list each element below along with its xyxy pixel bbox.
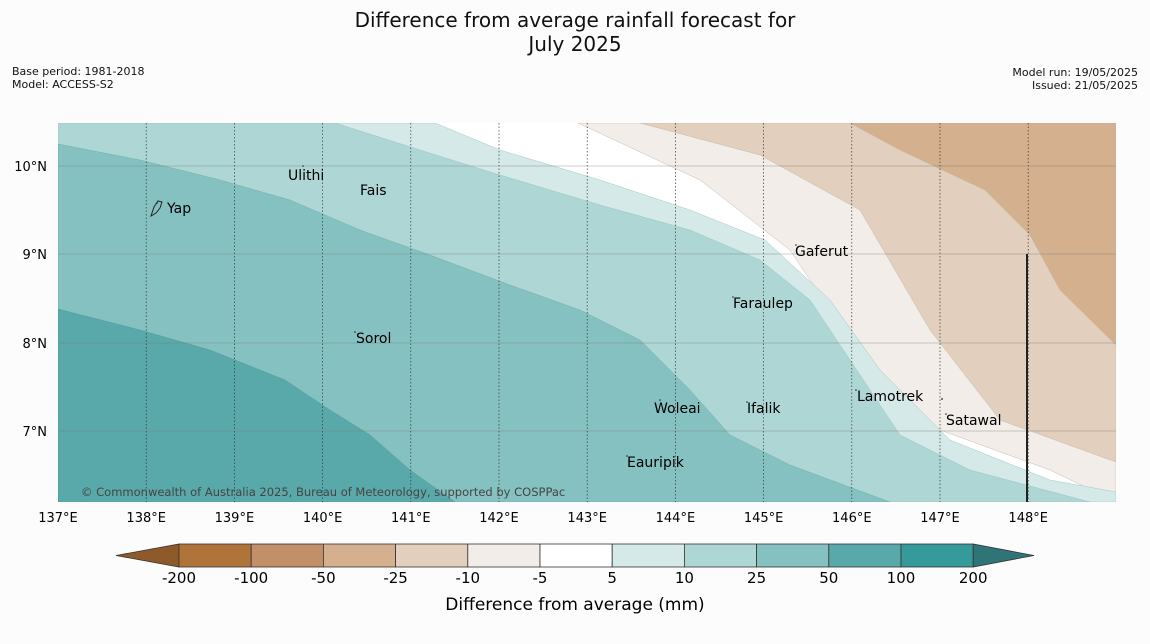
island-dot bbox=[855, 389, 857, 391]
place-label-satawal: Satawal bbox=[946, 413, 1001, 429]
place-label-woleai: Woleai bbox=[654, 401, 701, 417]
place-label-sorol: Sorol bbox=[356, 331, 391, 347]
band-m50-m25 bbox=[849, 123, 1116, 346]
base-period: Base period: 1981-2018 bbox=[12, 65, 145, 78]
colorbar-low-extension bbox=[115, 543, 180, 568]
band-p50-p100 bbox=[58, 308, 456, 502]
colorbar-segment bbox=[178, 543, 252, 568]
colorbar-segment bbox=[250, 543, 324, 568]
island-dot bbox=[659, 399, 661, 401]
island-dot bbox=[746, 401, 748, 403]
colorbar-tick-label: 25 bbox=[747, 569, 766, 587]
run-info: Model run: 19/05/2025 Issued: 21/05/2025 bbox=[1012, 66, 1138, 92]
gridlines bbox=[58, 123, 1116, 502]
colorbar-tick-label: 10 bbox=[675, 569, 694, 587]
place-label-gaferut: Gaferut bbox=[795, 244, 849, 260]
model-run: Model run: 19/05/2025 bbox=[1012, 66, 1138, 79]
colorbar-tick-label: 200 bbox=[959, 569, 988, 587]
longitude-label: 140°E bbox=[303, 511, 343, 526]
island-dot bbox=[732, 296, 734, 298]
island-dot bbox=[945, 413, 947, 415]
colorbar-segment bbox=[322, 543, 396, 568]
colorbar-segment bbox=[467, 543, 541, 568]
colorbar: -200 -100 -50 -25 -10 -5 5 10 25 50 100 200 bbox=[115, 543, 1035, 587]
colorbar-segment bbox=[828, 543, 902, 568]
place-label-ifalik: Ifalik bbox=[747, 401, 781, 417]
longitude-labels: 137°E 138°E 139°E 140°E 141°E 142°E 143°E 144°E… bbox=[38, 511, 1048, 526]
place-label-ulithi: Ulithi bbox=[288, 168, 324, 184]
colorbar-segment bbox=[684, 543, 758, 568]
colorbar-tick-label: -10 bbox=[456, 569, 481, 587]
longitude-label: 147°E bbox=[920, 511, 960, 526]
colorbar-tick-label: -200 bbox=[162, 569, 196, 587]
longitude-label: 144°E bbox=[656, 511, 696, 526]
copyright-credit: © Commonwealth of Australia 2025, Bureau… bbox=[81, 485, 565, 499]
place-label-lamotrek: Lamotrek bbox=[857, 389, 924, 405]
colorbar-tick-label: -25 bbox=[383, 569, 408, 587]
latitude-label: 10°N bbox=[14, 160, 47, 175]
longitude-label: 137°E bbox=[38, 511, 78, 526]
colorbar-tick-label: 100 bbox=[887, 569, 916, 587]
yap-island-outline bbox=[150, 200, 163, 218]
longitude-label: 141°E bbox=[391, 511, 431, 526]
colorbar-tick-label: 50 bbox=[819, 569, 838, 587]
colorbar-title: Difference from average (mm) bbox=[445, 595, 704, 615]
base-info: Base period: 1981-2018 Model: ACCESS-S2 bbox=[12, 65, 144, 91]
longitude-label: 145°E bbox=[744, 511, 784, 526]
island-dot bbox=[361, 184, 363, 186]
place-label-eauripik: Eauripik bbox=[627, 455, 685, 471]
island-dot bbox=[941, 398, 943, 400]
colorbar-high-extension bbox=[972, 543, 1035, 568]
model-name: Model: ACCESS-S2 bbox=[12, 78, 114, 91]
longitude-label: 148°E bbox=[1008, 511, 1048, 526]
colorbar-tick-label: 5 bbox=[607, 569, 617, 587]
issued-date: Issued: 21/05/2025 bbox=[1031, 79, 1138, 92]
island-dot bbox=[795, 244, 797, 246]
colorbar-segment bbox=[756, 543, 830, 568]
longitude-label: 143°E bbox=[567, 511, 607, 526]
colorbar-segment bbox=[539, 543, 613, 568]
place-markers: Ulithi Fais Yap Gaferut Faraulep Sorol Lamotre… bbox=[156, 165, 1001, 471]
colorbar-segment bbox=[900, 543, 974, 568]
longitude-label: 139°E bbox=[215, 511, 255, 526]
latitude-labels: 10°N 9°N 8°N 7°N bbox=[14, 160, 47, 440]
longitude-label: 146°E bbox=[832, 511, 872, 526]
longitude-label: 138°E bbox=[126, 511, 166, 526]
colorbar-tick-label: -5 bbox=[533, 569, 548, 587]
latitude-label: 9°N bbox=[23, 248, 48, 263]
place-label-fais: Fais bbox=[360, 183, 387, 199]
band-m25-m10 bbox=[639, 123, 1116, 463]
colorbar-tick-label: -100 bbox=[234, 569, 268, 587]
place-label-faraulep: Faraulep bbox=[733, 296, 793, 312]
title-line-1: Difference from average rainfall forecas… bbox=[354, 8, 796, 32]
latitude-label: 7°N bbox=[23, 425, 48, 440]
latitude-label: 8°N bbox=[23, 337, 48, 352]
title-line-2: July 2025 bbox=[528, 32, 622, 56]
island-dot bbox=[302, 165, 304, 167]
island-dot bbox=[354, 331, 356, 333]
place-label-yap: Yap bbox=[166, 201, 191, 217]
island-dot bbox=[626, 455, 628, 457]
colorbar-tick-label: -50 bbox=[311, 569, 336, 587]
colorbar-segment bbox=[611, 543, 685, 568]
colorbar-segment bbox=[395, 543, 469, 568]
map-title: Difference from average rainfall forecas… bbox=[0, 8, 1150, 56]
longitude-label: 142°E bbox=[479, 511, 519, 526]
